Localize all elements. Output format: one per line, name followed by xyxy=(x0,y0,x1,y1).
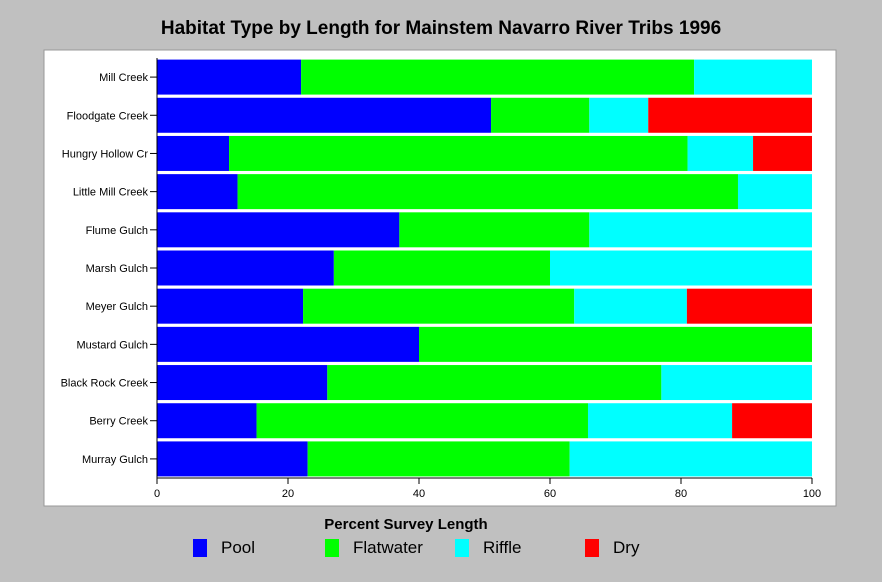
bar-floodgate-creek-pool xyxy=(157,97,492,133)
legend-swatch-dry xyxy=(585,539,599,557)
legend-swatch-riffle xyxy=(455,539,469,557)
legend-item-dry: Dry xyxy=(585,538,639,558)
legend-swatch-pool xyxy=(193,539,207,557)
bar-mustard-gulch-flatwater xyxy=(419,326,812,362)
axes-group: Mill Creek Floodgate Creek Hungry Hollow C… xyxy=(61,58,821,500)
bar-hungry-hollow-cr-dry xyxy=(753,135,812,171)
bar-meyer-gulch-flatwater xyxy=(303,288,575,324)
y-tick-label-berry-creek: Berry Creek xyxy=(89,416,148,428)
legend-item-pool: Pool xyxy=(193,538,255,558)
bar-marsh-gulch-pool xyxy=(157,250,334,286)
y-tick-label-murray-gulch: Murray Gulch xyxy=(82,454,148,466)
x-axis-title: Percent Survey Length xyxy=(324,516,488,533)
bar-little-mill-creek-riffle xyxy=(737,174,812,210)
bar-black-rock-creek-flatwater xyxy=(327,365,662,401)
y-tick-label-floodgate-creek: Floodgate Creek xyxy=(67,110,149,122)
bar-hungry-hollow-cr-pool xyxy=(157,135,230,171)
bar-black-rock-creek-pool xyxy=(157,365,328,401)
bar-flume-gulch-riffle xyxy=(589,212,812,248)
legend-label-pool: Pool xyxy=(221,538,256,557)
bar-flume-gulch-flatwater xyxy=(399,212,590,248)
bar-murray-gulch-flatwater xyxy=(307,441,570,477)
chart-title: Habitat Type by Length for Mainstem Nava… xyxy=(160,18,722,39)
bars-group xyxy=(157,59,812,477)
legend-item-flatwater: Flatwater xyxy=(325,538,423,558)
bar-mill-creek-pool xyxy=(157,59,302,95)
bar-berry-creek-riffle xyxy=(587,403,733,439)
bar-mustard-gulch-pool xyxy=(157,326,419,362)
bar-marsh-gulch-riffle xyxy=(550,250,812,286)
x-tick-label-40: 40 xyxy=(413,488,425,500)
bar-meyer-gulch-dry xyxy=(686,288,812,324)
y-tick-label-black-rock-creek: Black Rock Creek xyxy=(61,378,149,390)
bar-meyer-gulch-pool xyxy=(157,288,304,324)
bar-floodgate-creek-flatwater xyxy=(491,97,590,133)
y-tick-label-meyer-gulch: Meyer Gulch xyxy=(86,301,148,313)
bar-floodgate-creek-riffle xyxy=(589,97,649,133)
bar-marsh-gulch-flatwater xyxy=(333,250,550,286)
legend-swatch-flatwater xyxy=(325,539,339,557)
bar-meyer-gulch-riffle xyxy=(574,288,687,324)
y-tick-label-mustard-gulch: Mustard Gulch xyxy=(76,339,148,351)
y-tick-label-marsh-gulch: Marsh Gulch xyxy=(86,263,148,275)
y-tick-label-little-mill-creek: Little Mill Creek xyxy=(73,187,149,199)
y-tick-label-hungry-hollow-cr: Hungry Hollow Cr xyxy=(62,148,149,160)
y-tick-label-mill-creek: Mill Creek xyxy=(99,72,148,84)
x-tick-label-0: 0 xyxy=(154,488,160,500)
legend-label-dry: Dry xyxy=(613,538,640,557)
bar-little-mill-creek-pool xyxy=(157,174,238,210)
x-tick-label-20: 20 xyxy=(282,488,294,500)
legend-label-riffle: Riffle xyxy=(483,538,522,557)
bar-berry-creek-flatwater xyxy=(256,403,588,439)
bar-berry-creek-pool xyxy=(157,403,257,439)
bar-murray-gulch-pool xyxy=(157,441,308,477)
legend-label-flatwater: Flatwater xyxy=(353,538,423,557)
legend-item-riffle: Riffle xyxy=(455,538,521,558)
bar-hungry-hollow-cr-flatwater xyxy=(229,135,688,171)
bar-mill-creek-riffle xyxy=(694,59,812,95)
bar-flume-gulch-pool xyxy=(157,212,400,248)
y-tick-label-flume-gulch: Flume Gulch xyxy=(86,225,148,237)
legend: Pool Flatwater Riffle Dry xyxy=(0,538,882,568)
bar-murray-gulch-riffle xyxy=(569,441,812,477)
bar-floodgate-creek-dry xyxy=(648,97,812,133)
bar-little-mill-creek-flatwater xyxy=(237,174,738,210)
x-tick-label-80: 80 xyxy=(675,488,687,500)
bar-mill-creek-flatwater xyxy=(301,59,695,95)
x-tick-label-60: 60 xyxy=(544,488,556,500)
bar-black-rock-creek-riffle xyxy=(661,365,812,401)
bar-hungry-hollow-cr-riffle xyxy=(687,135,754,171)
bar-berry-creek-dry xyxy=(732,403,812,439)
x-tick-label-100: 100 xyxy=(803,488,821,500)
